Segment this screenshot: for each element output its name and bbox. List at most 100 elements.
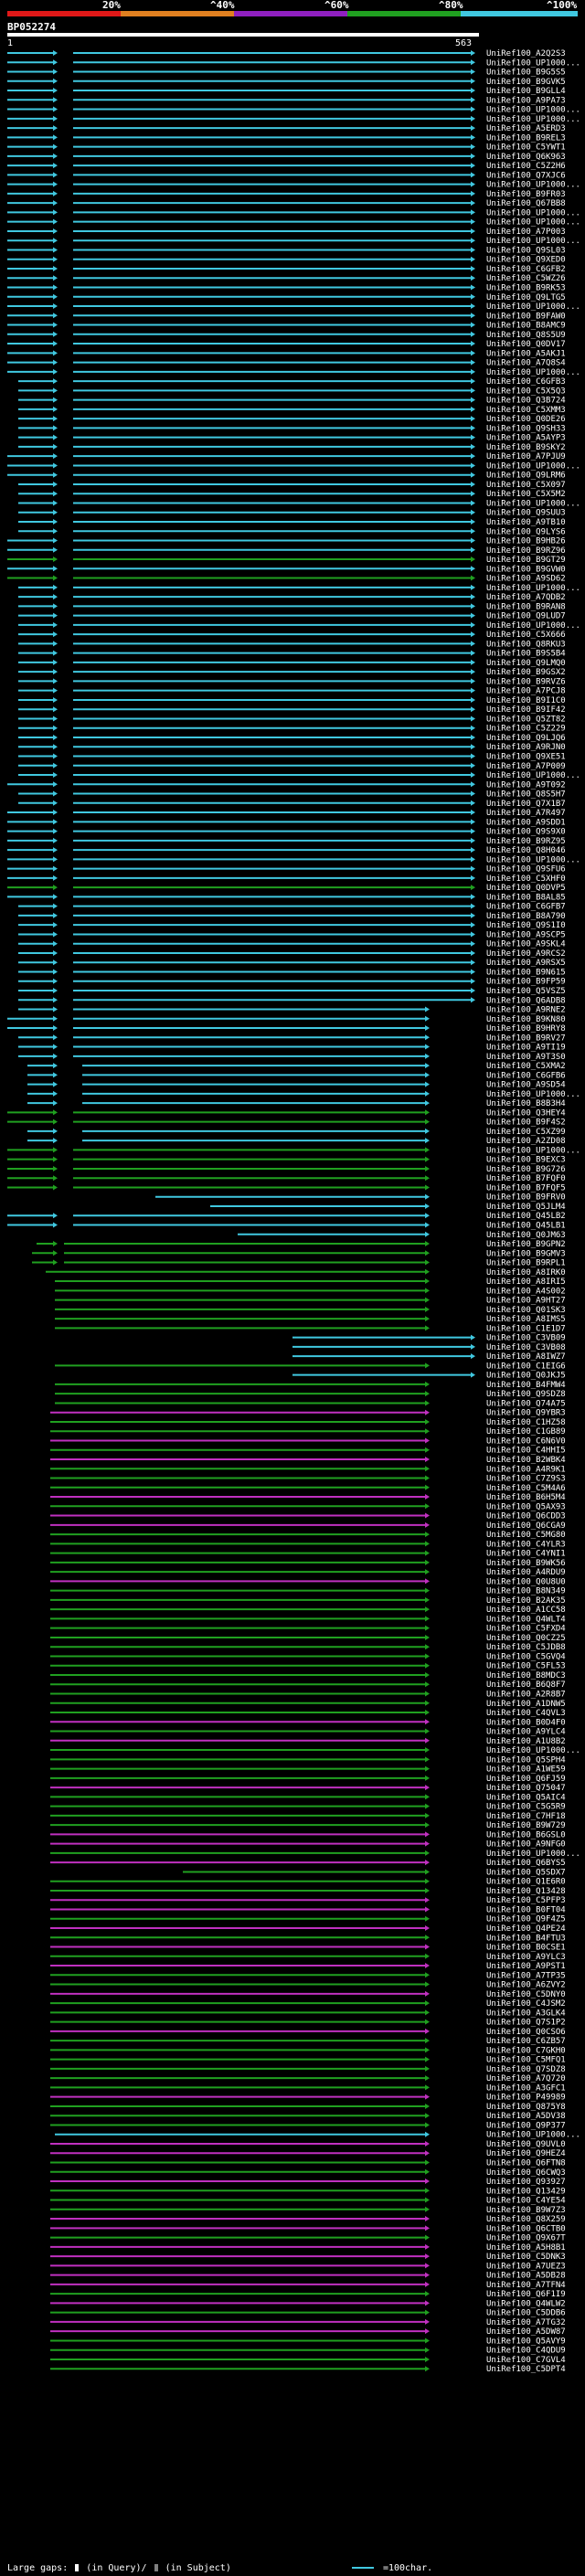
hit-label[interactable]: UniRef100_UP1000... [486,115,580,124]
hit-row[interactable]: UniRef100_B9GVW0 [7,565,566,574]
hit-label[interactable]: UniRef100_B9N615 [486,968,566,977]
hit-row[interactable]: UniRef100_B9FRV0 [155,1193,566,1203]
hit-row[interactable]: UniRef100_B8AMC9 [7,322,566,331]
hit-label[interactable]: UniRef100_B7FQF5 [486,1183,566,1193]
hit-row[interactable]: UniRef100_A8IWZ7 [292,1352,566,1362]
hit-row[interactable]: UniRef100_Q45LB2 [7,1212,566,1221]
hit-row[interactable]: UniRef100_B9GT29 [7,556,566,565]
hit-label[interactable]: UniRef100_A5ERD3 [486,124,566,133]
hit-row[interactable]: UniRef100_Q5AVY9 [50,2337,566,2346]
hit-row[interactable]: UniRef100_C6N6V0 [50,1436,566,1446]
hit-row[interactable]: UniRef100_A8IRK0 [46,1268,566,1277]
hit-label[interactable]: UniRef100_Q6CGA9 [486,1521,566,1531]
hit-label[interactable]: UniRef100_C5FXD4 [486,1625,566,1634]
hit-row[interactable]: UniRef100_B9HRY8 [7,1024,566,1034]
hit-row[interactable]: UniRef100_B6H5M4 [50,1493,566,1502]
hit-label[interactable]: UniRef100_Q0DE26 [486,415,566,424]
hit-row[interactable]: UniRef100_C4QDU9 [50,2347,566,2356]
hit-label[interactable]: UniRef100_B9FAW0 [486,312,566,321]
hit-row[interactable]: UniRef100_A1CC58 [50,1606,566,1615]
hit-label[interactable]: UniRef100_A7QDB2 [486,593,566,602]
hit-row[interactable]: UniRef100_B9RAN8 [18,602,566,611]
hit-row[interactable]: UniRef100_A5AKJ1 [7,349,566,358]
hit-label[interactable]: UniRef100_Q9P377 [486,2121,566,2130]
hit-label[interactable]: UniRef100_C5DPT4 [486,2365,566,2374]
hit-label[interactable]: UniRef100_A1U8B2 [486,1737,566,1746]
hit-row[interactable]: UniRef100_C5DPT4 [50,2365,566,2374]
hit-row[interactable]: UniRef100_A9TI19 [18,1044,566,1053]
hit-row[interactable]: UniRef100_A9RJN0 [18,743,566,752]
hit-label[interactable]: UniRef100_Q6CDD3 [486,1512,566,1521]
hit-row[interactable]: UniRef100_B6GSL0 [50,1830,566,1839]
hit-row[interactable]: UniRef100_A2ZD08 [27,1137,566,1146]
hit-label[interactable]: UniRef100_C1E1D7 [486,1324,566,1333]
hit-label[interactable]: UniRef100_B9GT29 [486,556,566,565]
hit-row[interactable]: UniRef100_Q0DE26 [18,415,566,424]
hit-label[interactable]: UniRef100_B9GVW0 [486,565,566,574]
hit-row[interactable]: UniRef100_A8IRI5 [55,1277,566,1287]
hit-row[interactable]: UniRef100_Q5AX93 [50,1502,566,1511]
hit-label[interactable]: UniRef100_C5YWT1 [486,143,566,153]
hit-label[interactable]: UniRef100_B9GLL4 [486,87,566,96]
hit-label[interactable]: UniRef100_Q875Y8 [486,2103,566,2112]
hit-label[interactable]: UniRef100_B8B3H4 [486,1099,566,1108]
hit-label[interactable]: UniRef100_UP1000... [486,461,580,471]
hit-row[interactable]: UniRef100_B9RPL1 [32,1259,566,1268]
hit-label[interactable]: UniRef100_Q9S9X0 [486,828,566,837]
hit-label[interactable]: UniRef100_UP1000... [486,499,580,508]
hit-row[interactable]: UniRef100_Q6ADB8 [18,996,566,1005]
hit-row[interactable]: UniRef100_UP1000... [50,1746,580,1755]
hit-row[interactable]: UniRef100_A9SDD1 [7,818,566,827]
hit-row[interactable]: UniRef100_Q9UVL0 [50,2140,566,2149]
hit-row[interactable]: UniRef100_Q9LMQ0 [18,659,566,668]
hit-row[interactable]: UniRef100_A5DV38 [50,2112,566,2121]
hit-label[interactable]: UniRef100_C6GFB7 [486,903,566,912]
hit-row[interactable]: UniRef100_B9IF42 [18,705,566,715]
hit-label[interactable]: UniRef100_C5M4A6 [486,1484,566,1493]
hit-row[interactable]: UniRef100_B7FQF5 [7,1183,566,1193]
hit-label[interactable]: UniRef100_C7HF18 [486,1812,566,1821]
hit-label[interactable]: UniRef100_A5H8B1 [486,2243,566,2253]
hit-row[interactable]: UniRef100_C5XHF0 [7,875,566,884]
hit-label[interactable]: UniRef100_A7UEZ3 [486,2262,566,2271]
hit-row[interactable]: UniRef100_A7PJU9 [7,452,566,461]
hit-label[interactable]: UniRef100_Q5SDX7 [486,1868,566,1877]
hit-label[interactable]: UniRef100_C6GFB3 [486,377,566,387]
hit-row[interactable]: UniRef100_C5YWT1 [7,143,566,153]
hit-label[interactable]: UniRef100_Q45LB1 [486,1222,566,1231]
hit-label[interactable]: UniRef100_Q1E6R0 [486,1878,566,1887]
hit-row[interactable]: UniRef100_Q875Y8 [50,2103,566,2112]
hit-label[interactable]: UniRef100_Q5SPH4 [486,1755,566,1765]
hit-row[interactable]: UniRef100_UP1000... [18,621,580,631]
hit-row[interactable]: UniRef100_Q6K963 [7,153,566,162]
hit-row[interactable]: UniRef100_Q1E6R0 [50,1878,566,1887]
hit-label[interactable]: UniRef100_A7Q720 [486,2074,566,2083]
hit-row[interactable]: UniRef100_C6GFB7 [18,903,566,912]
hit-label[interactable]: UniRef100_A9SD62 [486,575,566,584]
hit-label[interactable]: UniRef100_C5MFQ1 [486,2056,566,2065]
hit-label[interactable]: UniRef100_B6Q8F7 [486,1680,566,1690]
hit-row[interactable]: UniRef100_Q3HEY4 [7,1108,566,1118]
hit-label[interactable]: UniRef100_B9WK56 [486,1559,566,1568]
hit-row[interactable]: UniRef100_C4JSM2 [50,1999,566,2009]
hit-label[interactable]: UniRef100_Q9LUD7 [486,612,566,621]
hit-label[interactable]: UniRef100_Q0JKJ5 [486,1372,566,1381]
hit-label[interactable]: UniRef100_B9EXC3 [486,1156,566,1165]
hit-label[interactable]: UniRef100_Q5AIC4 [486,1793,566,1802]
hit-label[interactable]: UniRef100_A5DW87 [486,2327,566,2337]
hit-label[interactable]: UniRef100_Q5JLM4 [486,1203,566,1212]
hit-label[interactable]: UniRef100_B9W7Z3 [486,2206,566,2215]
hit-label[interactable]: UniRef100_Q7SDZ8 [486,2065,566,2074]
hit-row[interactable]: UniRef100_A7Q8S4 [7,359,566,368]
hit-row[interactable]: UniRef100_Q5VSZ5 [18,987,566,996]
hit-row[interactable]: UniRef100_B9WK56 [50,1559,566,1568]
hit-label[interactable]: UniRef100_B0CSE1 [486,1944,566,1953]
hit-label[interactable]: UniRef100_A9SDD1 [486,818,566,827]
hit-row[interactable]: UniRef100_A2R8B7 [50,1691,566,1700]
hit-label[interactable]: UniRef100_C5DNY0 [486,1990,566,1999]
hit-label[interactable]: UniRef100_C4QDU9 [486,2347,566,2356]
hit-label[interactable]: UniRef100_A5DB28 [486,2272,566,2281]
hit-label[interactable]: UniRef100_C7GVL4 [486,2356,566,2365]
hit-row[interactable]: UniRef100_A7QDB2 [18,593,566,602]
hit-row[interactable]: UniRef100_A5DB28 [50,2272,566,2281]
